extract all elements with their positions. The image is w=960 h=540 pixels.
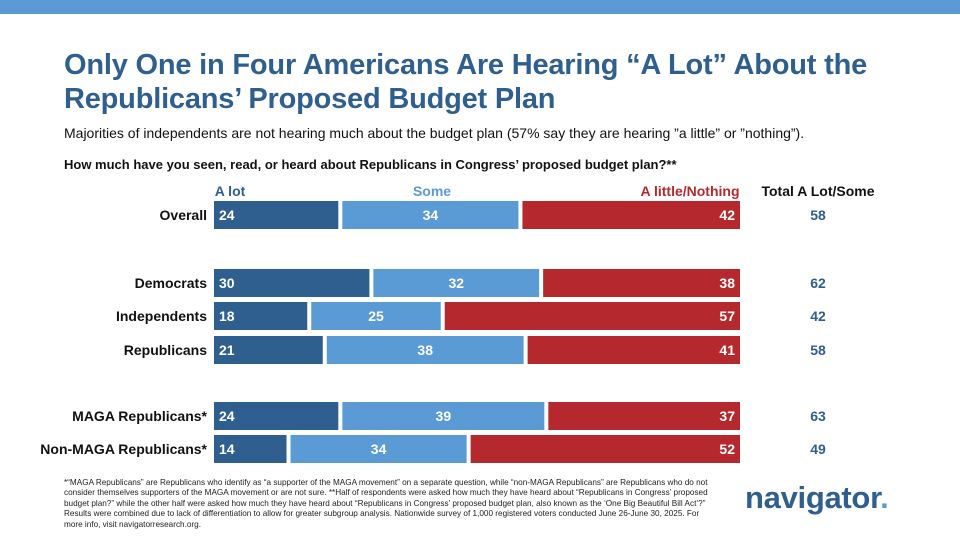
bar-value-label: 30 [219, 275, 235, 291]
bar-segment-2 [548, 402, 740, 430]
total-value: 58 [810, 342, 826, 358]
total-value: 62 [810, 275, 826, 291]
bar-segment-2 [444, 302, 740, 330]
total-value: 63 [810, 408, 826, 424]
row-label: Independents [116, 308, 207, 324]
bar-segment-1 [342, 201, 519, 229]
bar-value-label: 38 [719, 275, 735, 291]
bar-segment-1 [311, 302, 441, 330]
page-title: Only One in Four Americans Are Hearing “… [64, 49, 868, 115]
subtitle: Majorities of independents are not heari… [64, 125, 805, 141]
bar-segment-1 [342, 402, 545, 430]
bar-segment-0 [214, 302, 308, 330]
bar-segment-2 [527, 336, 740, 364]
bar-segment-0 [214, 336, 323, 364]
legend-label-2: A little/Nothing [640, 183, 739, 199]
bar-value-label: 41 [719, 342, 735, 358]
bar-segment-2 [543, 269, 740, 297]
bar-segment-2 [470, 435, 740, 463]
footnote: *“MAGA Republicans” are Republicans who … [64, 478, 708, 529]
bar-segment-2 [522, 201, 740, 229]
logo-text: navigator [745, 480, 881, 515]
bar-value-label: 34 [423, 207, 439, 223]
total-value: 42 [810, 308, 826, 324]
bar-segment-0 [214, 269, 370, 297]
bar-value-label: 52 [719, 441, 735, 457]
bar-segment-1 [326, 336, 524, 364]
logo-dot: . [880, 480, 889, 515]
row-label: MAGA Republicans* [72, 408, 207, 424]
row-label: Democrats [135, 275, 208, 291]
navigator-logo: navigator. [745, 480, 889, 516]
bar-segment-0 [214, 435, 287, 463]
legend-label-1: Some [413, 183, 451, 199]
bar-value-label: 57 [719, 308, 735, 324]
bar-value-label: 18 [219, 308, 235, 324]
bar-value-label: 24 [219, 408, 235, 424]
top-accent-bar [0, 0, 960, 14]
legend-label-0: A lot [215, 183, 246, 199]
bar-segment-1 [290, 435, 467, 463]
bar-value-label: 24 [219, 207, 235, 223]
bar-value-label: 21 [219, 342, 235, 358]
row-label: Non-MAGA Republicans* [40, 441, 207, 457]
bar-value-label: 14 [219, 441, 235, 457]
bar-value-label: 42 [719, 207, 735, 223]
row-label: Republicans [124, 342, 207, 358]
bar-value-label: 32 [448, 275, 464, 291]
bar-value-label: 39 [436, 408, 452, 424]
bar-value-label: 25 [368, 308, 384, 324]
survey-question: How much have you seen, read, or heard a… [64, 157, 677, 172]
total-header: Total A Lot/Some [761, 183, 874, 199]
bar-segment-0 [214, 201, 339, 229]
bar-segment-0 [214, 402, 339, 430]
total-value: 49 [810, 441, 826, 457]
row-label: Overall [160, 207, 207, 223]
bar-value-label: 37 [719, 408, 735, 424]
bar-segment-1 [373, 269, 540, 297]
bar-value-label: 38 [417, 342, 433, 358]
bar-value-label: 34 [371, 441, 387, 457]
total-value: 58 [810, 207, 826, 223]
